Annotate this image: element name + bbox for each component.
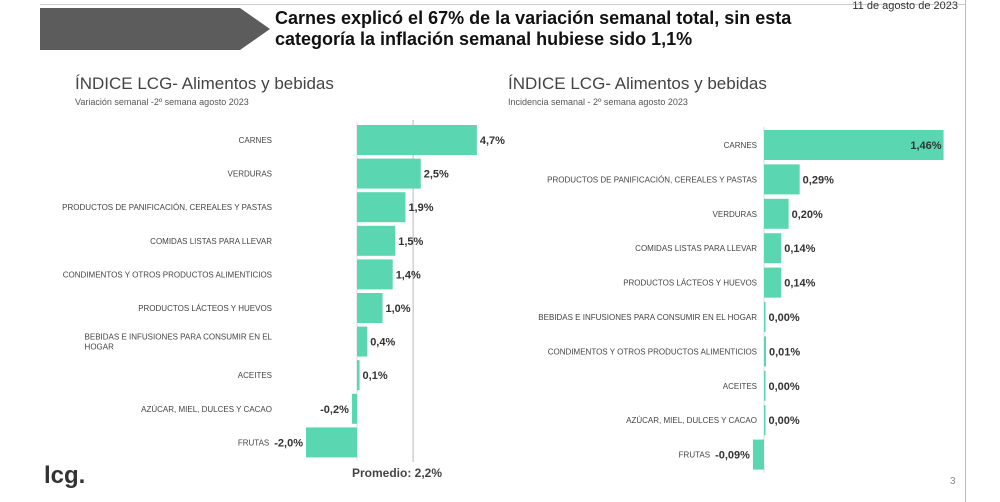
bar-3 [357,192,406,223]
category-label: CONDIMENTOS Y OTROS PRODUCTOS ALIMENTICI… [548,347,757,356]
category-label: PRODUCTOS DE PANIFICACIÓN, CEREALES Y PA… [62,203,272,212]
bar-7 [764,336,766,367]
category-label: PRODUCTOS DE PANIFICACIÓN, CEREALES Y PA… [547,175,757,184]
value-label: 0,14% [784,278,815,290]
value-label: 1,0% [386,303,411,315]
category-label: BEBIDAS E INFUSIONES PARA CONSUMIR EN EL… [538,313,757,322]
value-label: 0,00% [769,381,800,393]
category-label: COMIDAS LISTAS PARA LLEVAR [150,237,272,246]
bar-3 [764,198,789,229]
category-label: FRUTAS [679,451,710,460]
value-label: 1,9% [408,202,433,214]
value-label: -0,2% [320,404,349,416]
value-label: -0,09% [715,450,750,462]
category-label: PRODUCTOS LÁCTEOS Y HUEVOS [623,279,757,288]
value-label: 2,5% [424,169,449,181]
category-label: VERDURAS [713,210,757,219]
value-label: 1,46% [910,140,941,152]
value-label: 0,29% [803,174,834,186]
category-label: ACEITES [723,382,757,391]
right-rule [965,0,966,502]
category-label: AZÚCAR, MIEL, DULCES Y CACAO [626,416,757,425]
bar-4 [764,233,782,264]
category-label: CARNES [724,141,757,150]
category-label: CARNES [239,136,272,145]
value-label: 0,00% [769,312,800,324]
category-label: COMIDAS LISTAS PARA LLEVAR [635,244,757,253]
category-label: AZÚCAR, MIEL, DULCES Y CACAO [141,405,272,414]
value-label: 0,14% [784,243,815,255]
bar-5 [764,267,782,298]
bar-1 [357,125,477,155]
bar-8 [764,370,766,401]
average-label: Promedio: 2,2% [352,466,443,480]
top-rule [40,4,965,5]
value-label: 0,20% [792,209,823,221]
category-label: PRODUCTOS LÁCTEOS Y HUEVOS [138,304,272,313]
category-label: BEBIDAS E INFUSIONES PARA CONSUMIR EN EL… [85,333,273,352]
chart1-title: ÍNDICE LCG- Alimentos y bebidas [75,74,334,93]
value-label: 0,01% [769,346,800,358]
category-label: VERDURAS [228,170,272,179]
banner-arrow [40,8,270,50]
bar-10 [752,439,764,470]
value-label: 4,7% [480,135,505,147]
bar-5 [357,259,393,290]
category-label: ACEITES [238,371,272,380]
category-label: FRUTAS [238,438,269,447]
date: 11 de agosto de 2023 [852,0,958,12]
bar-2 [357,158,421,189]
value-label: 0,00% [769,415,800,427]
lcg-logo: lcg. [44,462,86,489]
bar-7 [357,326,368,357]
bar-9 [351,393,357,424]
bar-8 [357,360,360,391]
bar-2 [764,164,800,195]
page-number: 3 [950,476,956,487]
value-label: 1,4% [396,269,421,281]
chart1-subtitle: Variación semanal -2º semana agosto 2023 [75,97,249,107]
category-label: CONDIMENTOS Y OTROS PRODUCTOS ALIMENTICI… [63,270,272,279]
bar-6 [764,302,766,332]
value-label: -2,0% [274,437,303,449]
value-label: 0,1% [363,370,388,382]
chart2-subtitle: Incidencia semanal - 2º semana agosto 20… [508,97,688,107]
chart2-title: ÍNDICE LCG- Alimentos y bebidas [508,74,767,93]
bar-4 [357,225,396,256]
bar-6 [357,293,383,323]
bar-9 [764,405,766,436]
bar-10 [306,427,357,458]
bar-1 [764,130,944,160]
value-label: 0,4% [370,337,395,349]
headline: Carnes explicó el 67% de la variación se… [275,8,792,49]
value-label: 1,5% [398,236,423,248]
